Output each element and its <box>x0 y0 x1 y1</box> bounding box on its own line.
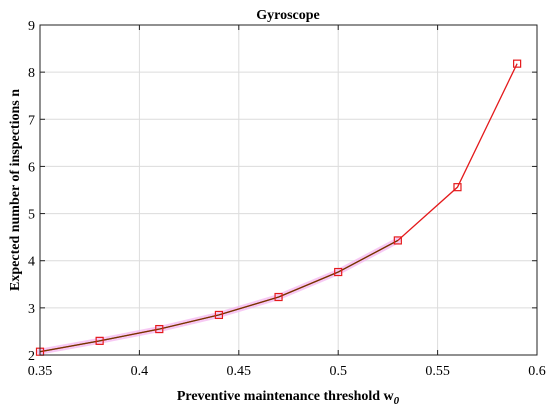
x-tick-label: 0.35 <box>28 364 53 379</box>
series-line <box>39 63 518 353</box>
data-series <box>35 59 522 356</box>
y-tick-label: 7 <box>28 113 35 128</box>
x-axis-label-subscript: 0 <box>394 395 400 407</box>
x-tick-label: 0.5 <box>329 364 347 379</box>
data-point-marker <box>214 310 224 320</box>
data-point-marker <box>334 267 343 277</box>
series-highlight-band <box>37 237 401 355</box>
x-tick-label: 0.6 <box>528 364 546 379</box>
data-point-marker <box>393 236 402 245</box>
y-tick-label: 6 <box>28 160 35 175</box>
y-tick-label: 8 <box>28 66 35 81</box>
data-point-marker <box>453 183 462 192</box>
x-axis-label-text: Preventive maintenance threshold w <box>177 389 395 404</box>
data-point-marker <box>95 336 104 345</box>
data-point-marker <box>513 59 522 68</box>
series-overlay-line <box>39 239 399 353</box>
data-point-marker <box>274 292 283 302</box>
y-tick-label: 9 <box>28 19 35 34</box>
y-axis-label: Expected number of inspections n <box>8 89 23 291</box>
grid <box>39 24 538 356</box>
x-tick-label: 0.55 <box>425 364 450 379</box>
plot-frame <box>39 24 538 356</box>
data-point-marker <box>155 324 164 334</box>
x-tick-label: 0.45 <box>227 364 252 379</box>
y-tick-label: 2 <box>28 349 35 364</box>
x-axis-label: Preventive maintenance threshold w0 <box>177 389 400 407</box>
y-tick-label: 4 <box>28 255 35 270</box>
x-tick-label: 0.4 <box>131 364 149 379</box>
chart-title: Gyroscope <box>256 8 320 23</box>
axis-ticks: 0.35 0.4 0.45 0.5 0.55 0.6 2 3 4 5 6 7 8 9 <box>28 19 546 379</box>
y-tick-label: 3 <box>28 302 35 317</box>
y-tick-label: 5 <box>28 208 35 223</box>
